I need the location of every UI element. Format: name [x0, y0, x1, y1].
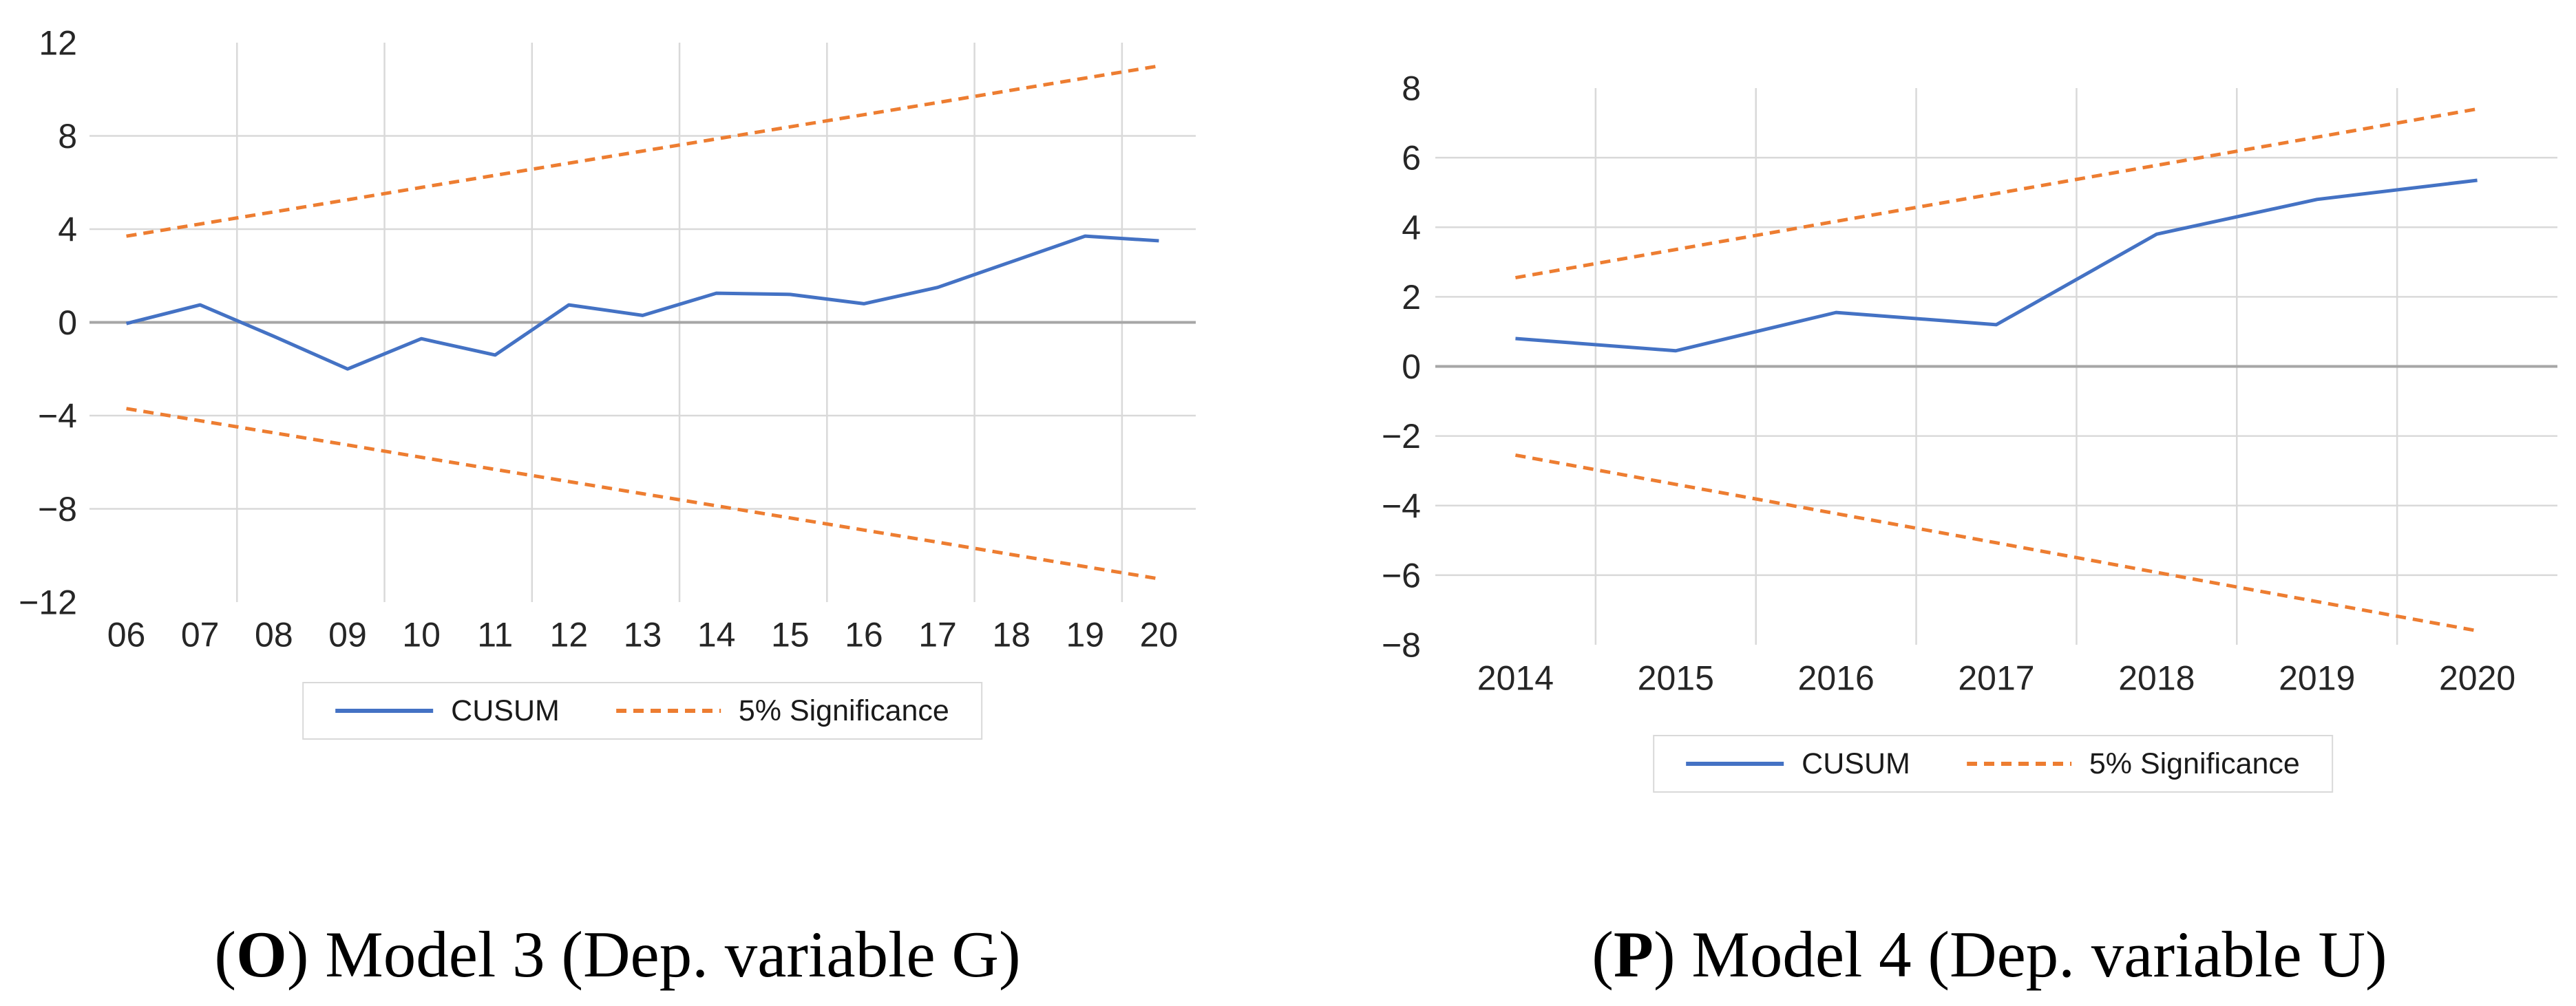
y-tick-label: 2	[1402, 278, 1421, 317]
y-tick-label: −2	[1382, 417, 1421, 456]
y-tick-label: −4	[38, 397, 77, 436]
y-tick-label: 12	[39, 24, 77, 63]
cusum-chart-model4: 8 6 4 2 0 −2 −4 −6 −8 2014 2015 2016 2017 2018 2019 202…	[1382, 69, 2557, 698]
x-tick-label: 2018	[2118, 659, 2195, 698]
x-tick-label: 16	[845, 616, 883, 654]
significance-band-line	[126, 64, 1159, 238]
y-tick-label: −4	[1382, 486, 1421, 525]
significance-line-sample	[1966, 762, 2071, 766]
x-tick-label: 13	[624, 616, 662, 654]
x-tick-label: 2016	[1798, 659, 1875, 698]
caption-bold-letter: P	[1613, 918, 1654, 991]
y-tick-label: 0	[1402, 347, 1421, 386]
caption-bold-letter: O	[235, 918, 287, 991]
x-tick-label: 09	[328, 616, 367, 654]
x-tick-label: 08	[255, 616, 293, 654]
significance-band-line	[126, 407, 1159, 581]
y-tick-label: 8	[58, 117, 77, 156]
x-tick-label: 2015	[1638, 659, 1714, 698]
legend-label-significance: 5% Significance	[2089, 747, 2300, 780]
caption-model3: (O) Model 3 (Dep. variable G)	[214, 918, 1021, 991]
legend-box-left: CUSUM 5% Significance	[302, 682, 982, 740]
x-tick-label: 06	[107, 616, 146, 654]
x-tick-label: 19	[1066, 616, 1104, 654]
x-tick-label: 12	[550, 616, 589, 654]
x-tick-label: 2017	[1958, 659, 2034, 698]
x-tick-label: 2014	[1477, 659, 1554, 698]
x-tick-label: 10	[402, 616, 441, 654]
y-tick-label: −8	[1382, 626, 1421, 665]
cusum-line-sample	[335, 709, 434, 713]
y-tick-label: −6	[1382, 556, 1421, 595]
significance-line-sample	[615, 709, 721, 713]
significance-band-line	[1514, 107, 2478, 280]
y-tick-label: −12	[19, 584, 77, 622]
caption-model4: (P) Model 4 (Dep. variable U)	[1592, 918, 2387, 991]
x-tick-label: 2020	[2439, 659, 2515, 698]
legend-label-cusum: CUSUM	[451, 694, 560, 727]
x-tick-label: 17	[918, 616, 957, 654]
legend-box-right: CUSUM 5% Significance	[1653, 735, 2333, 793]
cusum-line	[1515, 178, 2478, 353]
significance-band-line	[1514, 453, 2478, 633]
y-tick-label: 8	[1402, 69, 1421, 108]
legend-label-cusum: CUSUM	[1802, 747, 1910, 780]
x-tick-label: 11	[477, 616, 513, 654]
x-tick-label: 15	[771, 616, 810, 654]
cusum-line	[125, 234, 1159, 371]
x-tick-label: 20	[1140, 616, 1179, 654]
y-tick-label: 4	[1402, 208, 1421, 247]
cusum-chart-model3: 12 8 4 0 −4 −8 −12 06 07 08 09 10 11 12 13 14 15 16 17 18 19…	[19, 24, 1196, 654]
x-tick-label: 18	[992, 616, 1031, 654]
cusum-line-sample	[1686, 762, 1784, 766]
legend-label-significance: 5% Significance	[738, 694, 949, 727]
x-tick-label: 14	[697, 616, 736, 654]
x-tick-label: 2019	[2279, 659, 2355, 698]
y-tick-label: 4	[58, 211, 77, 249]
y-tick-label: 6	[1402, 139, 1421, 178]
y-tick-label: −8	[38, 490, 77, 528]
y-tick-label: 0	[58, 303, 77, 342]
x-tick-label: 07	[181, 616, 220, 654]
